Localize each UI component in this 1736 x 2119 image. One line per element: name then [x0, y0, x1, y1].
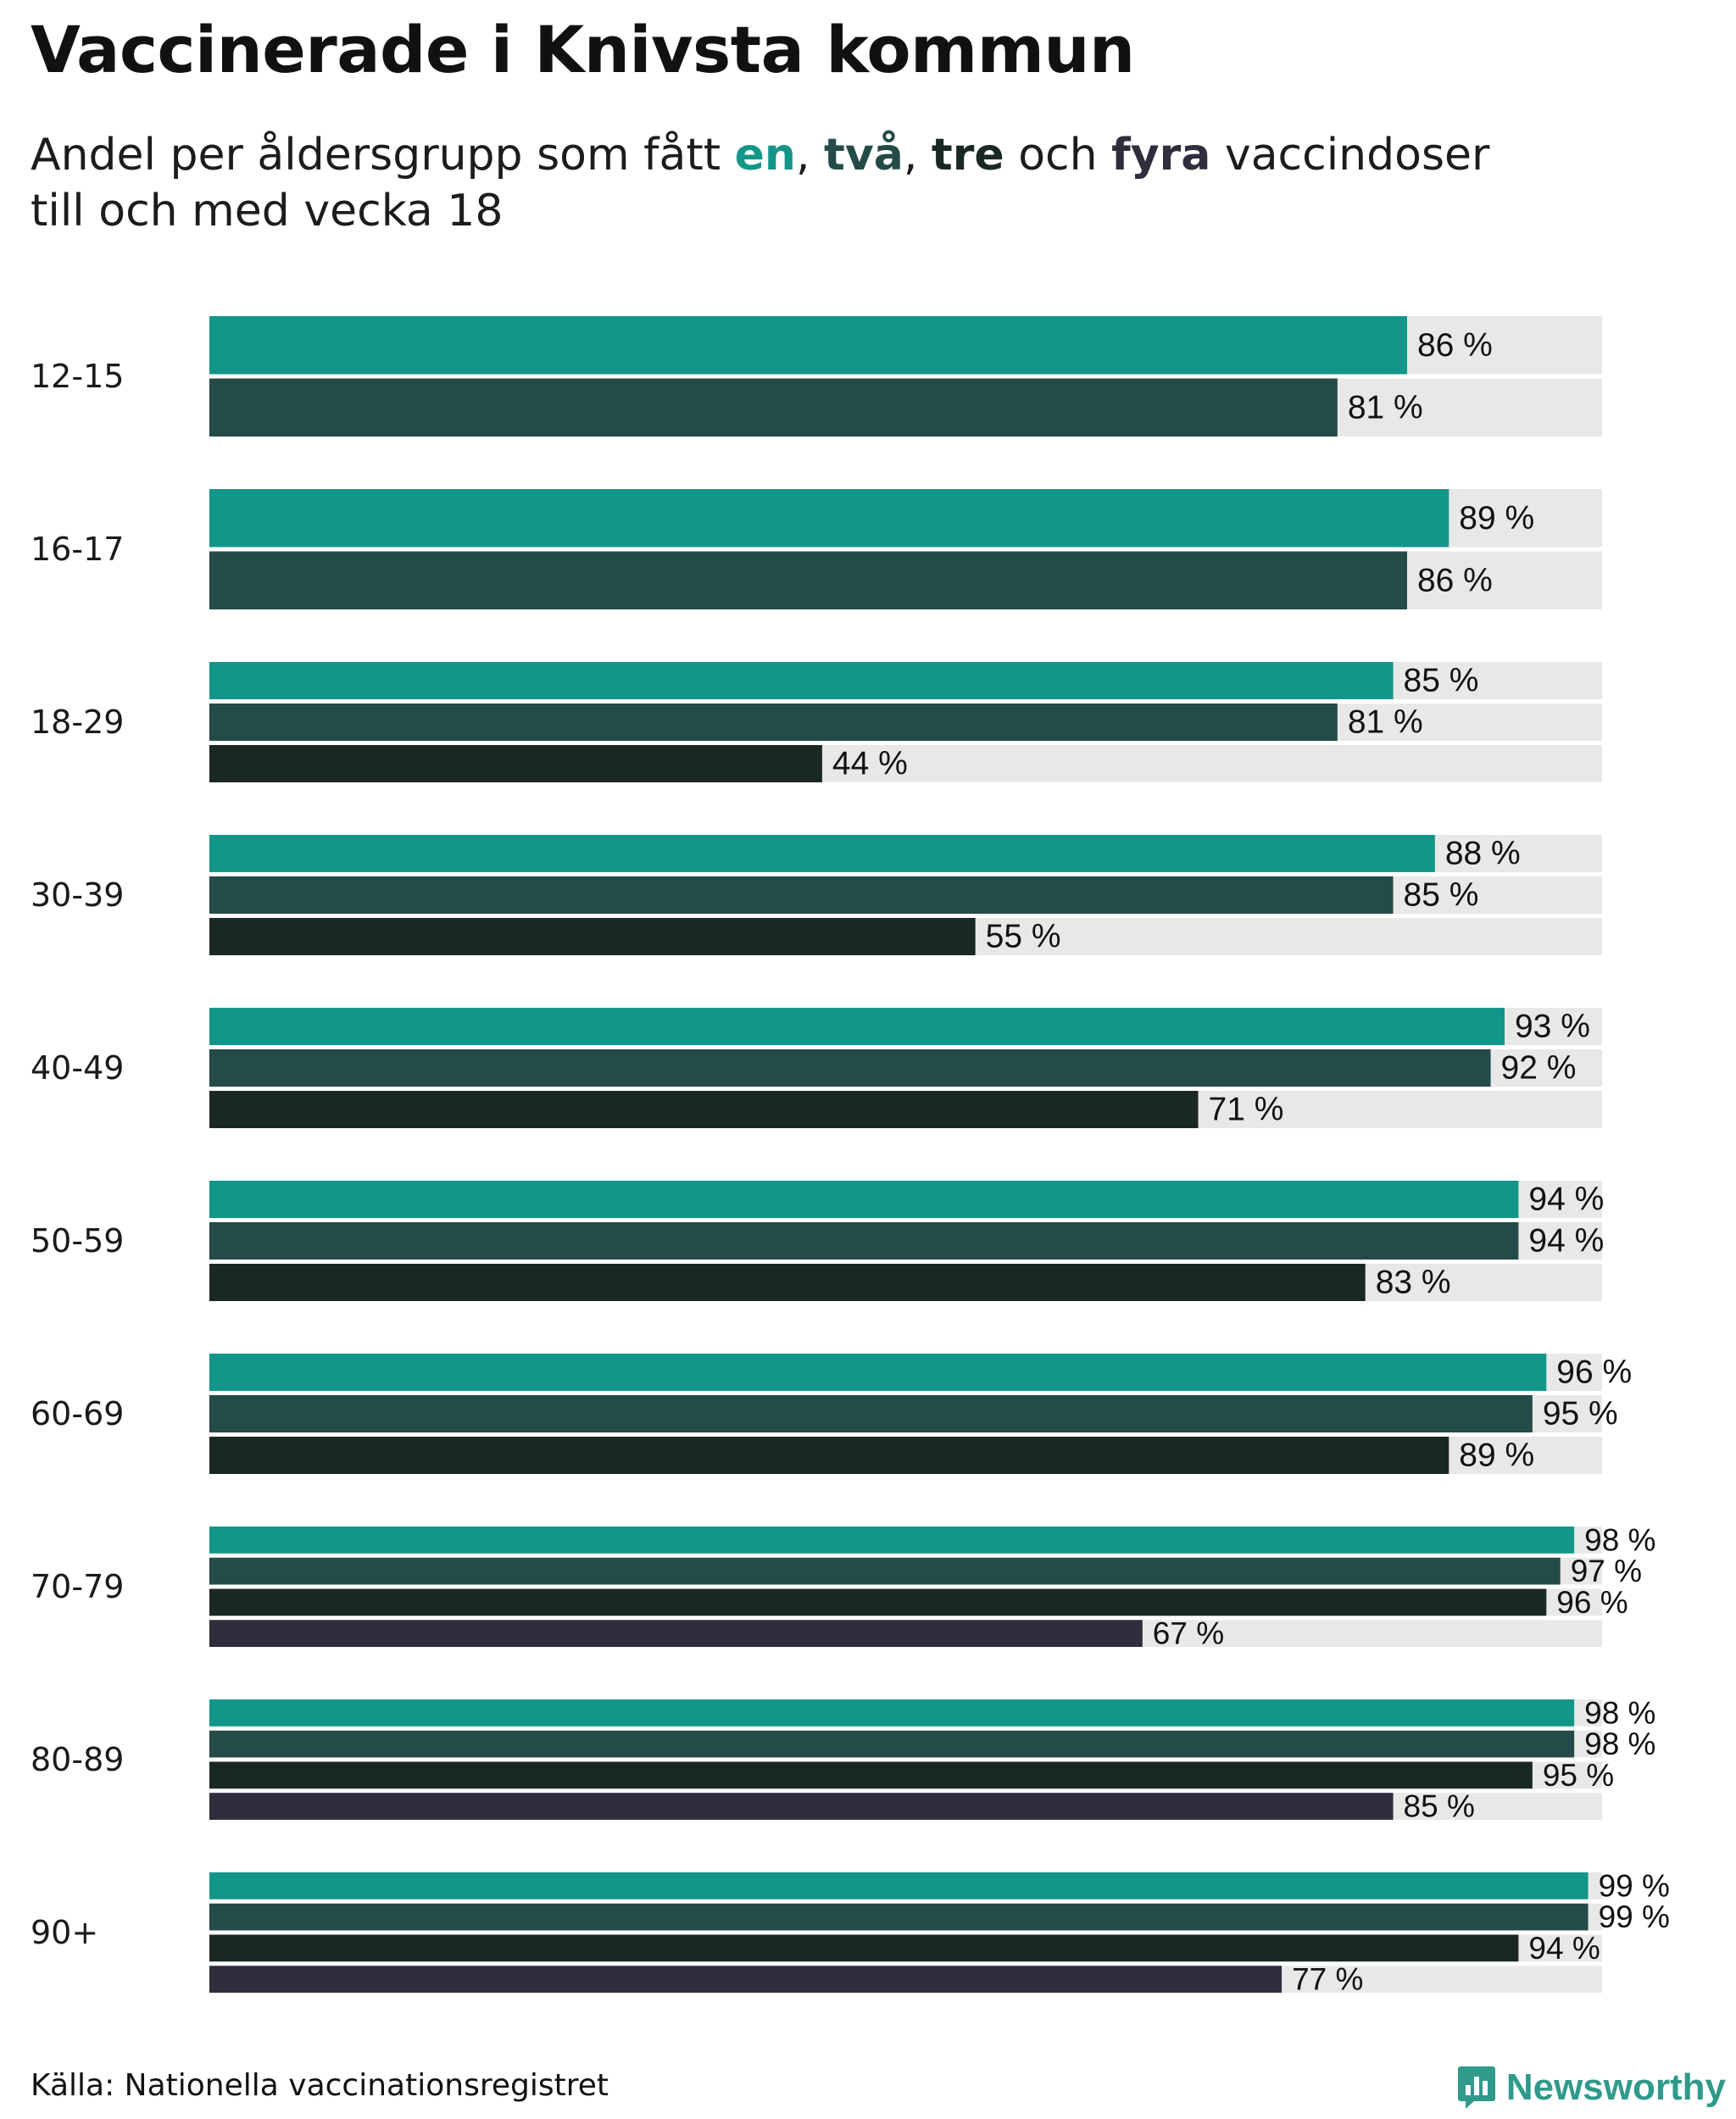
data-label: 96 %: [1556, 1585, 1628, 1620]
chart-subtitle: Andel per åldersgrupp som fått en, två, …: [31, 127, 1641, 239]
bar-två: [209, 1222, 1519, 1260]
data-label: 85 %: [1404, 1789, 1475, 1824]
data-label: 86 %: [1417, 562, 1493, 598]
bar-chart-logo-icon: [1457, 2066, 1495, 2109]
bar-en: [209, 1872, 1589, 1899]
bar-två: [209, 876, 1394, 914]
data-label: 55 %: [986, 919, 1061, 955]
data-label: 97 %: [1571, 1554, 1642, 1588]
data-label: 81 %: [1348, 389, 1423, 425]
data-label: 98 %: [1584, 1695, 1655, 1730]
category-label: 30-39: [31, 876, 124, 914]
data-label: 88 %: [1445, 836, 1521, 872]
bar-en: [209, 1354, 1547, 1391]
bar-en: [209, 1008, 1505, 1045]
source-note: Källa: Nationella vaccinationsregistret: [31, 2068, 609, 2103]
data-label: 77 %: [1292, 1962, 1363, 1997]
data-label: 85 %: [1404, 663, 1479, 699]
category-label: 40-49: [31, 1049, 124, 1087]
data-label: 95 %: [1543, 1396, 1618, 1432]
subtitle-prefix: Andel per åldersgrupp som fått: [31, 130, 735, 181]
brand-name: Newsworthy: [1505, 2066, 1726, 2108]
bar-tre: [209, 918, 976, 955]
bar-tre: [209, 1761, 1533, 1789]
subtitle-key-en: en: [734, 130, 796, 181]
data-label: 98 %: [1584, 1727, 1655, 1761]
bar-tre: [209, 1588, 1547, 1616]
data-label: 86 %: [1417, 327, 1493, 364]
data-label: 99 %: [1599, 1899, 1670, 1934]
category-label: 90+: [31, 1914, 98, 1951]
data-label: 94 %: [1528, 1182, 1604, 1218]
bar-fyra: [209, 1966, 1283, 1993]
data-label: 44 %: [832, 746, 908, 782]
bar-fyra: [209, 1793, 1394, 1820]
subtitle-key-tva: två: [824, 130, 904, 181]
brand-logo: Newsworthy: [1457, 2065, 1726, 2111]
bar-en: [209, 489, 1449, 548]
data-label: 98 %: [1584, 1522, 1655, 1557]
category-label: 60-69: [31, 1395, 124, 1432]
data-label: 92 %: [1501, 1050, 1577, 1087]
subtitle-mid: och: [1004, 130, 1112, 181]
bar-tre: [209, 1934, 1519, 1962]
category-label: 18-29: [31, 704, 124, 741]
data-label: 99 %: [1599, 1868, 1670, 1903]
bar-två: [209, 551, 1407, 609]
data-label: 89 %: [1459, 1438, 1534, 1474]
bar-en: [209, 1699, 1575, 1727]
data-label: 94 %: [1528, 1223, 1604, 1260]
data-label: 85 %: [1404, 877, 1479, 914]
subtitle-line-2: till och med vecka 18: [31, 186, 504, 236]
data-label: 81 %: [1348, 704, 1423, 741]
category-label: 12-15: [31, 358, 124, 395]
bar-tre: [209, 1264, 1366, 1301]
bar-fyra: [209, 1620, 1143, 1647]
data-label: 94 %: [1528, 1931, 1600, 1966]
bar-två: [209, 704, 1338, 741]
category-label: 16-17: [31, 531, 124, 568]
bar-tre: [209, 1091, 1199, 1128]
bar-tre: [209, 745, 822, 782]
bar-två: [209, 378, 1338, 437]
data-label: 71 %: [1209, 1092, 1284, 1128]
data-label: 93 %: [1515, 1009, 1590, 1045]
bar-två: [209, 1395, 1533, 1432]
bar-en: [209, 835, 1435, 872]
bar-två: [209, 1730, 1575, 1758]
bar-tre: [209, 1437, 1449, 1474]
bar-en: [209, 1181, 1519, 1218]
data-label: 67 %: [1153, 1616, 1224, 1651]
category-label: 70-79: [31, 1568, 124, 1605]
subtitle-suffix: vaccindoser: [1210, 130, 1490, 181]
subtitle-key-tre: tre: [931, 130, 1004, 181]
data-label: 96 %: [1556, 1354, 1632, 1391]
bar-en: [209, 1527, 1575, 1554]
chart-title: Vaccinerade i Knivsta kommun: [31, 12, 1135, 87]
category-label: 50-59: [31, 1222, 124, 1260]
subtitle-key-fyra: fyra: [1111, 130, 1211, 181]
bar-två: [209, 1557, 1561, 1585]
bar-en: [209, 316, 1407, 375]
subtitle-sep-2: ,: [903, 130, 932, 181]
bar-en: [209, 662, 1394, 699]
bar-två: [209, 1903, 1589, 1931]
data-label: 89 %: [1459, 500, 1534, 537]
category-label: 80-89: [31, 1741, 124, 1778]
subtitle-sep-1: ,: [795, 130, 825, 181]
data-label: 83 %: [1376, 1265, 1451, 1301]
bar-två: [209, 1049, 1491, 1087]
data-label: 95 %: [1543, 1758, 1614, 1793]
